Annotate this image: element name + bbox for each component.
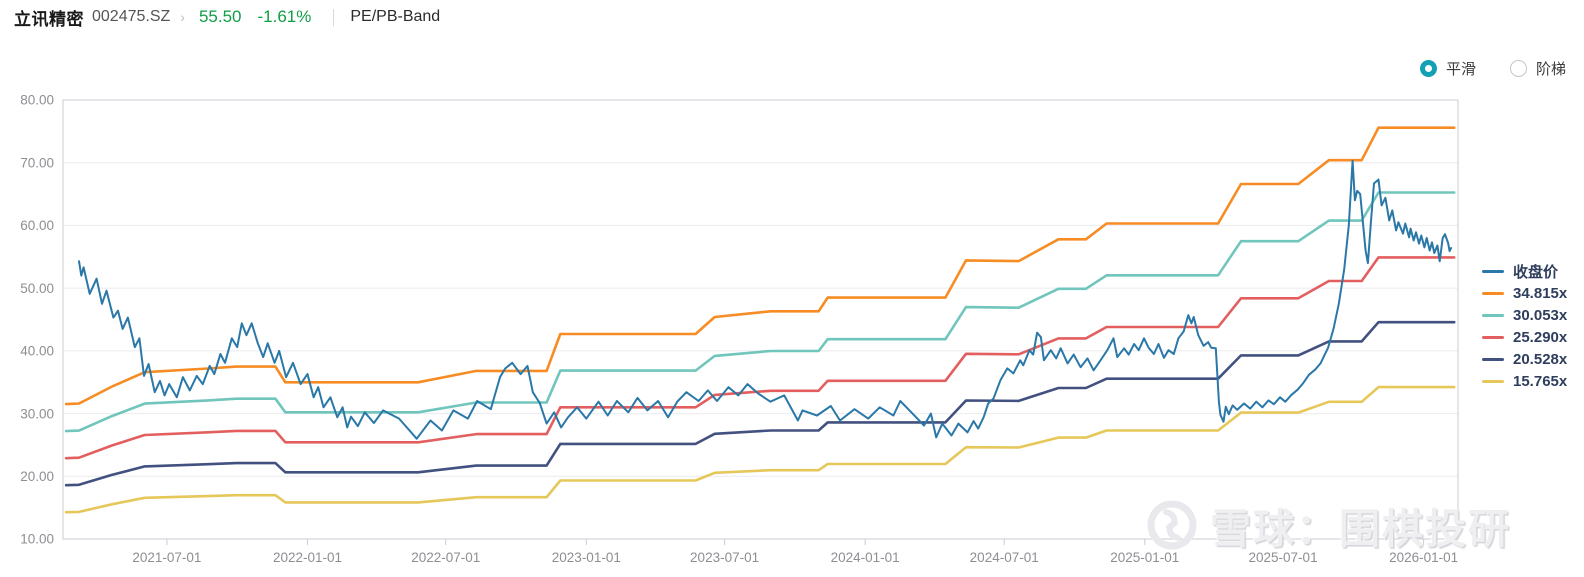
x-axis-tick-label: 2022-01-01 (273, 550, 342, 565)
header-divider (333, 8, 335, 26)
x-axis-tick-label: 2022-07-01 (411, 550, 480, 565)
stock-name: 立讯精密 (14, 9, 84, 29)
legend-line-icon (1482, 357, 1504, 361)
radio-option-step[interactable]: 阶梯 (1509, 58, 1566, 79)
radio-selected-icon[interactable] (1419, 60, 1437, 77)
legend-line-icon (1482, 335, 1504, 339)
close-price-line (78, 159, 1453, 440)
legend-line-icon (1482, 379, 1504, 383)
legend-label: 收盘价 (1513, 263, 1559, 281)
band-line-30.053x (64, 191, 1456, 433)
band-line-15.765x (64, 385, 1456, 514)
legend-line-icon (1482, 269, 1504, 273)
x-axis-tick-label: 2024-07-01 (970, 550, 1039, 565)
band-mode-controls: 平滑 阶梯 (1419, 58, 1566, 79)
gridlines (63, 162, 1458, 477)
legend-line-icon (1482, 291, 1504, 295)
y-axis-labels: 80.00 70.00 60.00 50.00 40.00 30.00 20.00 10.00 (20, 93, 54, 547)
radio-label-step: 阶梯 (1535, 61, 1566, 78)
radio-option-smooth[interactable]: 平滑 (1419, 58, 1476, 79)
legend-item-5[interactable]: 15.765x (1482, 370, 1567, 392)
legend-label: 30.053x (1513, 306, 1568, 324)
legend-item-2[interactable]: 30.053x (1482, 304, 1567, 326)
y-axis-tick-label: 10.00 (20, 532, 54, 547)
y-axis-tick-label: 40.00 (20, 344, 54, 359)
legend-item-1[interactable]: 34.815x (1482, 282, 1567, 304)
y-axis-tick-label: 20.00 (20, 469, 54, 484)
legend-item-4[interactable]: 20.528x (1482, 348, 1567, 370)
legend-item-3[interactable]: 25.290x (1482, 326, 1567, 348)
legend-label: 34.815x (1513, 284, 1568, 302)
stock-price: 55.50 (198, 7, 242, 26)
x-axis-tick-label: 2023-07-01 (690, 550, 759, 565)
legend-label: 20.528x (1513, 350, 1568, 368)
band-line-20.528x (64, 320, 1456, 487)
x-axis-tick-label: 2024-01-01 (831, 550, 900, 565)
x-axis-tick-label: 2026-01-01 (1389, 550, 1458, 565)
x-axis: 2021-07-01 2022-01-01 2022-07-01 2023-01-01… (132, 539, 1458, 565)
x-axis-tick-label: 2025-01-01 (1110, 550, 1179, 565)
band-line-25.290x (64, 256, 1456, 460)
legend-label: 25.290x (1513, 328, 1568, 346)
plot-border (62, 99, 1459, 540)
chevron-right-icon: › (180, 9, 185, 25)
y-axis-tick-label: 70.00 (20, 155, 54, 170)
x-axis-tick-label: 2023-01-01 (552, 550, 621, 565)
y-axis-tick-label: 50.00 (20, 281, 54, 296)
x-axis-tick-label: 2021-07-01 (132, 550, 201, 565)
legend-line-icon (1482, 313, 1504, 317)
legend-label: 15.765x (1513, 372, 1568, 390)
band-line-34.815x (64, 126, 1456, 406)
radio-unselected-icon[interactable] (1509, 60, 1527, 77)
chart-legend: 收盘价 34.815x 30.053x 25.290x 20.528x 15.765x (1482, 260, 1567, 392)
stock-change-percent: -1.61% (257, 7, 312, 26)
pe-bands (64, 126, 1456, 514)
radio-label-smooth: 平滑 (1445, 61, 1476, 78)
y-axis-tick-label: 80.00 (20, 93, 54, 108)
y-axis-tick-label: 30.00 (20, 406, 54, 421)
x-axis-tick-label: 2025-07-01 (1249, 550, 1318, 565)
page-title: PE/PB-Band (350, 8, 441, 25)
legend-item-0[interactable]: 收盘价 (1482, 260, 1567, 282)
y-axis-tick-label: 60.00 (20, 218, 54, 233)
header: 立讯精密 002475.SZ › 55.50 -1.61% PE/PB-Band (0, 0, 1584, 34)
stock-code: 002475.SZ (92, 8, 171, 25)
